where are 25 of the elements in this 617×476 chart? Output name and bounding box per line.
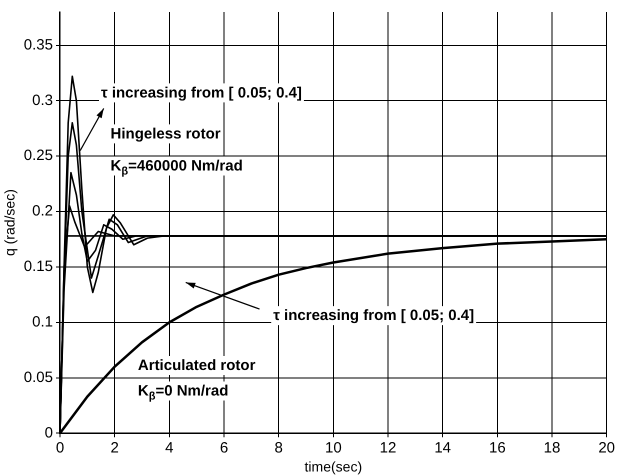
y-tick-label: 0.15 [24,258,53,276]
x-tick-label: 4 [165,439,174,456]
x-tick-label: 10 [324,439,342,456]
y-tick-label: 0 [44,424,53,442]
x-tick-label: 12 [380,439,396,456]
y-tick-label: 0.35 [24,36,53,54]
x-tick-label: 14 [434,439,451,456]
annotation: τ increasing from [ 0.05; 0.4] [100,84,302,102]
x-tick-label: 0 [56,439,64,456]
x-tick-label: 2 [110,439,119,456]
annotation: Articulated rotor [138,357,256,374]
x-tick-label: 18 [544,439,560,456]
y-tick-label: 0.25 [24,147,53,164]
y-axis-title: q (rad/sec) [1,189,18,256]
y-tick-label: 0.2 [32,202,53,220]
annotation: Hingeless rotor [110,125,221,142]
x-tick-label: 16 [488,439,506,456]
x-tick-label: 20 [598,439,615,456]
annotation: τ increasing from [ 0.05; 0.4] [273,307,474,324]
x-axis-title: time(sec) [304,458,362,474]
y-tick-label: 0.3 [32,92,53,109]
y-tick-label: 0.05 [24,368,53,386]
x-tick-label: 8 [274,439,283,456]
y-tick-label: 0.1 [32,314,53,330]
x-tick-label: 6 [220,439,228,456]
